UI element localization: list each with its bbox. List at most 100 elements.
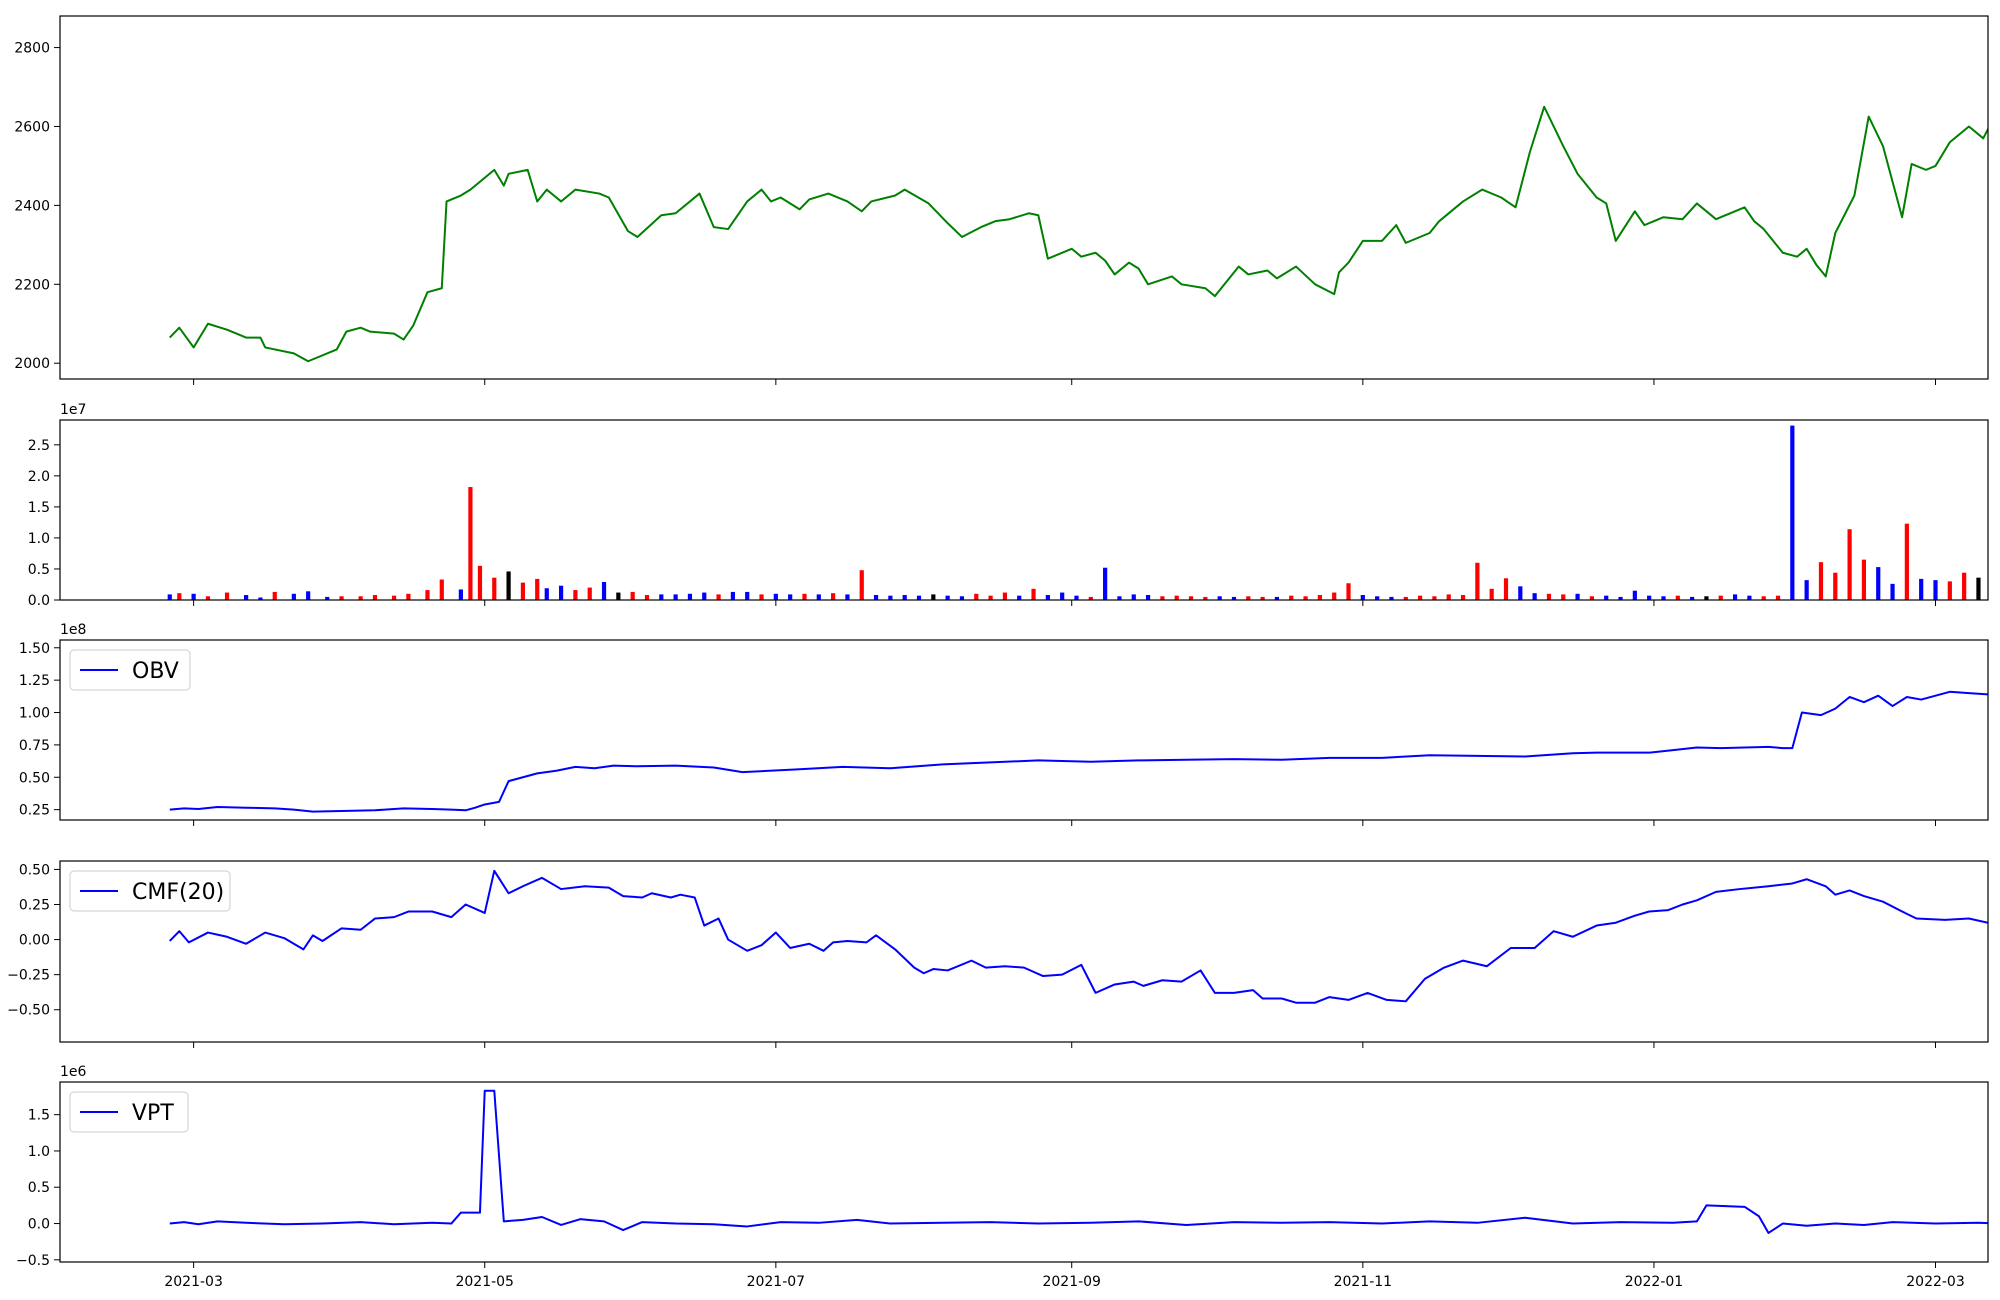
- volume-bar: [1246, 596, 1251, 600]
- volume-bar: [1561, 594, 1566, 600]
- legend-label: CMF(20): [132, 880, 224, 905]
- volume-bar: [258, 597, 263, 600]
- volume-bar: [601, 582, 607, 600]
- volume-bar: [1818, 562, 1824, 600]
- y-tick-label: 0.0: [28, 1217, 50, 1233]
- volume-bar: [759, 594, 764, 600]
- volume-bar: [1117, 596, 1122, 600]
- y-tick-label: −0.50: [7, 1003, 50, 1019]
- volume-bar: [888, 595, 893, 600]
- volume-bar: [1675, 595, 1680, 600]
- volume-bar: [1546, 593, 1552, 600]
- x-tick-label: 2021-11: [1334, 1274, 1393, 1290]
- volume-bar: [1804, 580, 1809, 600]
- axis-offset-label: 1e6: [60, 1064, 87, 1080]
- volume-bar: [1217, 596, 1222, 600]
- plot-area-3: [169, 690, 1988, 813]
- cmf-20-line: [169, 869, 1988, 1004]
- y-tick-label: 2.0: [28, 469, 50, 485]
- x-tick-label: 2021-07: [747, 1274, 806, 1290]
- volume-bar: [916, 595, 922, 600]
- axes-frame: [59, 639, 1989, 821]
- volume-bar: [716, 594, 721, 600]
- volume-bar: [506, 571, 511, 600]
- axes-frame: [59, 419, 1989, 601]
- volume-bar: [1976, 577, 1981, 600]
- x-tick-label: 2021-05: [455, 1274, 514, 1290]
- volume-bar: [244, 595, 249, 600]
- volume-bar: [687, 593, 693, 600]
- volume-bar: [1618, 596, 1623, 600]
- volume-bar: [773, 593, 778, 600]
- legend-box: [69, 870, 231, 912]
- volume-bar: [558, 585, 564, 600]
- volume-bar: [372, 595, 378, 600]
- y-tick-label: 0.5: [28, 1180, 50, 1196]
- legend: CMF(20): [69, 870, 231, 912]
- volume-bar: [873, 595, 879, 600]
- plot-area-4: [169, 869, 1988, 1004]
- volume-bar: [1847, 529, 1852, 600]
- volume-bar: [306, 591, 311, 600]
- volume-bar: [1704, 596, 1709, 600]
- volume-bar: [1632, 590, 1637, 600]
- volume-bar: [802, 593, 807, 600]
- y-tick-label: 0.0: [28, 593, 50, 609]
- volume-bar: [702, 592, 707, 600]
- volume-bar: [1260, 596, 1265, 600]
- legend-box: [69, 649, 191, 691]
- volume-bar: [1375, 596, 1380, 600]
- axis-offset-label: 1e7: [60, 402, 86, 418]
- volume-bar: [1503, 578, 1509, 600]
- volume-bar: [191, 593, 196, 600]
- volume-bar: [1933, 580, 1938, 600]
- panel-1: 2000 2200 2400 2600 2800: [14, 15, 1989, 385]
- volume-bar: [573, 590, 578, 600]
- y-tick-label: 1.0: [28, 531, 50, 547]
- y-tick-label: 1.5: [28, 500, 50, 516]
- volume-bar: [673, 594, 678, 600]
- volume-bar: [1317, 595, 1322, 600]
- volume-bar: [1017, 595, 1022, 600]
- volume-bar: [1962, 572, 1967, 600]
- y-tick-label: −0.5: [16, 1253, 50, 1269]
- price-line: [169, 105, 1988, 363]
- volume-bar: [358, 596, 363, 600]
- volume-bar: [788, 594, 793, 600]
- volume-bar: [1303, 596, 1308, 600]
- volume-bar: [544, 588, 549, 600]
- volume-bar: [1890, 583, 1895, 600]
- volume-bar: [1002, 592, 1008, 600]
- volume-bar: [974, 593, 979, 600]
- volume-bar: [1876, 567, 1881, 600]
- y-tick-label: 2200: [14, 277, 50, 293]
- legend-box: [69, 1091, 189, 1133]
- volume-bar: [745, 591, 750, 600]
- volume-bar: [1904, 523, 1909, 600]
- volume-bar: [630, 591, 635, 600]
- volume-bar: [616, 592, 621, 600]
- y-tick-label: 1.25: [19, 673, 50, 689]
- panel-4: −0.50 −0.25 0.00 0.25 0.50 CMF(20): [7, 860, 1989, 1048]
- volume-bar: [1389, 596, 1394, 600]
- legend-label: OBV: [132, 659, 179, 684]
- volume-bar: [535, 578, 540, 600]
- volume-bar: [167, 594, 172, 600]
- volume-bar: [1088, 596, 1093, 600]
- volume-bar: [272, 591, 277, 600]
- volume-bar: [1947, 581, 1952, 600]
- volume-bar: [1418, 595, 1423, 600]
- volume-bar: [1188, 596, 1194, 600]
- volume-bar: [1861, 559, 1867, 600]
- volume-bar: [988, 595, 993, 600]
- volume-bar: [1131, 594, 1136, 600]
- volume-bar: [1489, 588, 1494, 600]
- volume-bar: [1747, 595, 1752, 600]
- axis-offset-label: 1e8: [60, 622, 86, 638]
- y-tick-label: 2000: [14, 356, 50, 372]
- volume-bar: [859, 570, 864, 600]
- volume-bar: [1732, 594, 1738, 600]
- volume-bar: [339, 596, 344, 600]
- volume-bar: [458, 589, 463, 600]
